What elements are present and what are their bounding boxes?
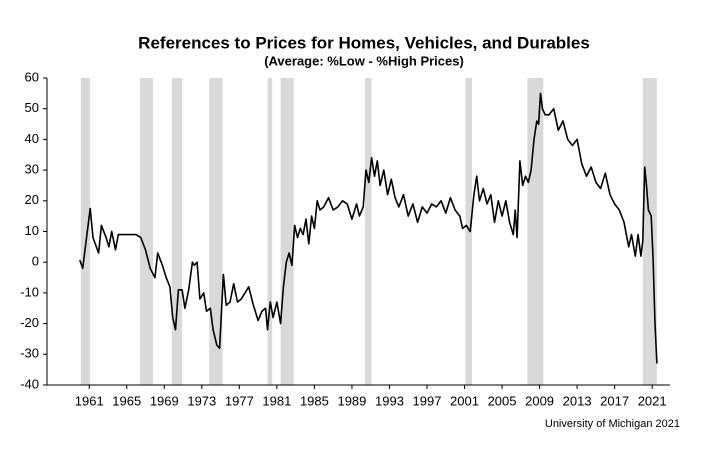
x-tick-label: 1961: [75, 393, 104, 408]
x-tick-label: 1965: [112, 393, 141, 408]
y-tick-label: 30: [25, 162, 39, 177]
shaded-period: [280, 78, 294, 385]
x-tick-label: 1973: [187, 393, 216, 408]
y-tick-label: 40: [25, 131, 39, 146]
y-tick-label: -10: [20, 284, 39, 299]
x-tick-label: 2005: [488, 393, 517, 408]
x-tick-label: 1969: [150, 393, 179, 408]
shaded-period: [171, 78, 183, 385]
shaded-period: [642, 78, 657, 385]
chart-title: References to Prices for Homes, Vehicles…: [138, 33, 590, 52]
y-tick-label: 20: [25, 192, 39, 207]
x-tick-label: 1977: [225, 393, 254, 408]
x-tick-label: 2021: [638, 393, 667, 408]
shaded-period: [527, 78, 544, 385]
x-tick-label: 1981: [262, 393, 291, 408]
x-tick-label: 2009: [525, 393, 554, 408]
shaded-period: [139, 78, 154, 385]
shaded-period: [209, 78, 223, 385]
y-tick-label: 50: [25, 100, 39, 115]
x-tick-label: 1989: [337, 393, 366, 408]
shaded-period: [80, 78, 91, 385]
y-tick-label: 0: [32, 254, 39, 269]
x-tick-label: 2001: [450, 393, 479, 408]
y-tick-label: -20: [20, 315, 39, 330]
chart-subtitle: (Average: %Low - %High Prices): [264, 53, 464, 68]
y-tick-label: -30: [20, 346, 39, 361]
shaded-period: [465, 78, 473, 385]
shaded-period: [267, 78, 273, 385]
source-note: University of Michigan 2021: [545, 418, 680, 430]
x-tick-label: 2017: [600, 393, 629, 408]
y-tick-label: 60: [25, 69, 39, 84]
y-tick-label: -40: [20, 376, 39, 391]
x-tick-label: 2013: [563, 393, 592, 408]
data-line: [79, 92, 658, 364]
x-tick-label: 1997: [413, 393, 442, 408]
x-tick-label: 1985: [300, 393, 329, 408]
x-tick-label: 1993: [375, 393, 404, 408]
shaded-period: [365, 78, 372, 385]
y-tick-label: 10: [25, 223, 39, 238]
